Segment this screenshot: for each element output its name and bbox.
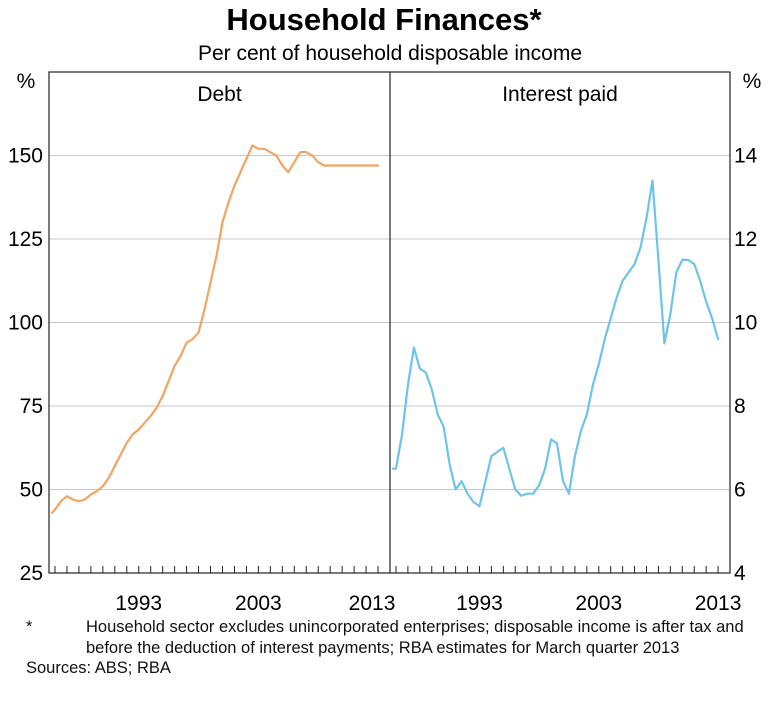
- footnote-text: Household sector excludes unincorporated…: [86, 618, 744, 657]
- interest-paid-y-tick-8: 8: [734, 395, 746, 418]
- notes-block: * Household sector excludes unincorporat…: [26, 617, 746, 679]
- debt-y-tick-150: 150: [8, 145, 43, 168]
- debt-x-tick-1993: 1993: [115, 592, 162, 615]
- interest-paid-y-tick-6: 6: [734, 479, 746, 502]
- sources-text: Sources: ABS; RBA: [26, 659, 171, 677]
- interest-paid-y-tick-12: 12: [734, 228, 757, 251]
- debt-panel-label: Debt: [197, 83, 242, 106]
- interest-paid-panel-label: Interest paid: [502, 83, 618, 106]
- debt-y-tick-75: 75: [20, 395, 43, 418]
- chart-subtitle: Per cent of household disposable income: [198, 42, 582, 65]
- debt-y-tick-125: 125: [8, 228, 43, 251]
- debt-series-line: [50, 144, 380, 514]
- debt-x-tick-2003: 2003: [235, 592, 282, 615]
- interest-paid-y-tick-14: 14: [734, 145, 758, 168]
- chart-title: Household Finances*: [226, 2, 542, 37]
- debt-x-tick-2013: 2013: [349, 592, 396, 615]
- interest-paid-y-tick-4: 4: [734, 562, 746, 585]
- footnote-asterisk: *: [26, 618, 33, 636]
- interest-paid-unit-label: %: [743, 70, 762, 93]
- panels-group: 25 50 75 100 125 150% Debt 1993 2003 2013 4 6 8 10 12 1…: [8, 70, 761, 615]
- interest-paid-x-tick-2003: 2003: [575, 592, 622, 615]
- interest-paid-x-tick-1993: 1993: [456, 592, 503, 615]
- interest-paid-y-tick-10: 10: [734, 312, 757, 335]
- footnote-row: * Household sector excludes unincorporat…: [26, 617, 746, 658]
- interest-paid-x-tick-2013: 2013: [695, 592, 742, 615]
- interest-paid-series-line: [391, 179, 720, 508]
- debt-y-tick-100: 100: [8, 312, 43, 335]
- debt-y-tick-50: 50: [20, 479, 43, 502]
- debt-y-tick-25: 25: [20, 562, 43, 585]
- debt-unit-label: %: [17, 70, 36, 93]
